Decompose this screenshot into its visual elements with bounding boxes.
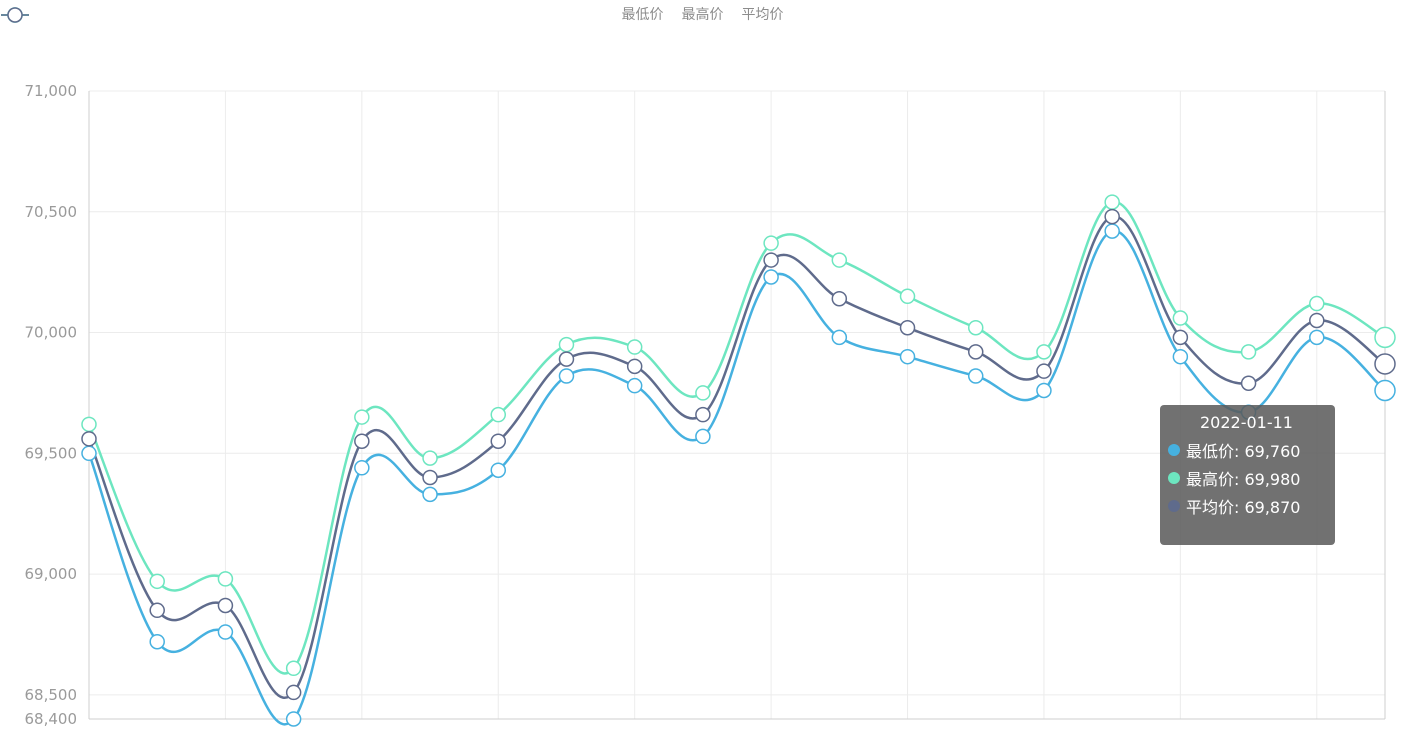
data-point-avg-price[interactable] [81,431,97,447]
tooltip-min-text: 最低价: 69,760 [1186,442,1301,461]
data-point-min-price[interactable] [422,486,438,503]
tooltip-max-dot [1168,472,1180,484]
y-tick-label: 69,500 [25,444,78,462]
data-point-min-price[interactable] [217,624,234,640]
tooltip-row-max: 最高价: 69,980 [1168,466,1325,490]
series-points [81,194,1396,727]
data-point-min-price[interactable] [831,329,848,346]
data-point-min-price[interactable] [1374,379,1396,402]
data-point-max-price[interactable] [1374,326,1396,349]
data-point-max-price[interactable] [558,336,575,353]
data-point-max-price[interactable] [422,450,438,466]
data-point-avg-price[interactable] [1036,363,1052,379]
data-point-max-price[interactable] [1240,344,1257,360]
data-point-min-price[interactable] [626,377,643,394]
data-point-max-price[interactable] [899,288,916,305]
data-point-min-price[interactable] [967,368,984,384]
data-point-avg-price[interactable] [1104,208,1120,225]
tooltip-avg-dot [1168,500,1180,512]
tooltip-title: 2022-01-11 [1200,413,1293,432]
data-point-max-price[interactable] [1036,344,1052,360]
data-point-max-price[interactable] [695,385,711,401]
data-point-max-price[interactable] [285,660,302,677]
data-point-min-price[interactable] [899,348,916,365]
data-point-avg-price[interactable] [217,597,234,614]
data-point-min-price[interactable] [149,633,165,650]
data-point-avg-price[interactable] [695,406,711,423]
data-point-min-price[interactable] [1104,223,1120,239]
tooltip-max-text: 最高价: 69,980 [1186,470,1301,489]
legend-label-max: 最高价 [681,7,724,23]
data-point-avg-price[interactable] [422,469,438,486]
data-point-avg-price[interactable] [558,351,575,367]
data-point-max-price[interactable] [81,416,97,433]
legend-item-avg[interactable]: 平均价 [1,4,784,24]
data-point-min-price[interactable] [695,428,711,445]
legend-avg-icon [1,7,29,23]
data-point-min-price[interactable] [1309,329,1325,346]
data-point-avg-price[interactable] [1309,312,1325,329]
data-point-avg-price[interactable] [1172,329,1189,346]
data-point-min-price[interactable] [490,462,507,478]
tooltip-min-dot [1168,444,1180,456]
axes: 68,400 68,500 69,000 69,500 70,000 70,500 71,0… [25,82,1386,728]
tooltip-row-min: 最低价: 69,760 [1168,438,1325,462]
data-point-max-price[interactable] [490,406,507,423]
tooltip: 2022-01-11 最低价: 69,760 最高价: 69,980 平均价: … [1160,405,1335,545]
data-point-max-price[interactable] [354,409,370,425]
data-point-max-price[interactable] [1309,295,1325,312]
data-point-min-price[interactable] [558,368,575,384]
data-point-avg-price[interactable] [831,290,848,307]
data-point-avg-price[interactable] [285,684,302,701]
data-point-avg-price[interactable] [354,433,370,449]
data-point-min-price[interactable] [763,269,779,285]
y-tick-label: 70,500 [25,203,78,221]
data-point-max-price[interactable] [831,252,848,268]
legend-label-avg: 平均价 [741,7,784,23]
data-point-max-price[interactable] [1172,310,1189,326]
data-point-min-price[interactable] [1172,348,1189,365]
data-point-min-price[interactable] [1036,382,1052,399]
y-tick-label: 68,500 [25,686,78,704]
data-point-max-price[interactable] [626,339,643,355]
data-point-avg-price[interactable] [490,433,507,449]
data-point-min-price[interactable] [81,445,97,462]
data-point-avg-price[interactable] [149,602,165,619]
y-tick-label: 71,000 [25,82,78,100]
data-point-max-price[interactable] [149,573,165,590]
tooltip-row-avg: 平均价: 69,870 [1168,494,1325,518]
data-point-max-price[interactable] [217,571,234,587]
data-point-avg-price[interactable] [1240,375,1257,392]
data-point-max-price[interactable] [967,319,984,336]
tooltip-avg-text: 平均价: 69,870 [1186,498,1301,517]
data-point-avg-price[interactable] [626,358,643,375]
data-point-avg-price[interactable] [763,252,779,268]
data-point-max-price[interactable] [763,235,779,251]
data-point-avg-price[interactable] [967,344,984,360]
legend-label-min: 最低价 [621,7,664,23]
data-point-min-price[interactable] [354,460,370,476]
data-point-avg-price[interactable] [1374,353,1396,375]
data-point-min-price[interactable] [285,711,302,727]
data-point-max-price[interactable] [1104,194,1120,210]
y-tick-label: 69,000 [25,565,78,583]
data-point-avg-price[interactable] [899,319,916,336]
y-tick-label: 68,400 [25,710,78,728]
y-tick-label: 70,000 [25,324,78,342]
